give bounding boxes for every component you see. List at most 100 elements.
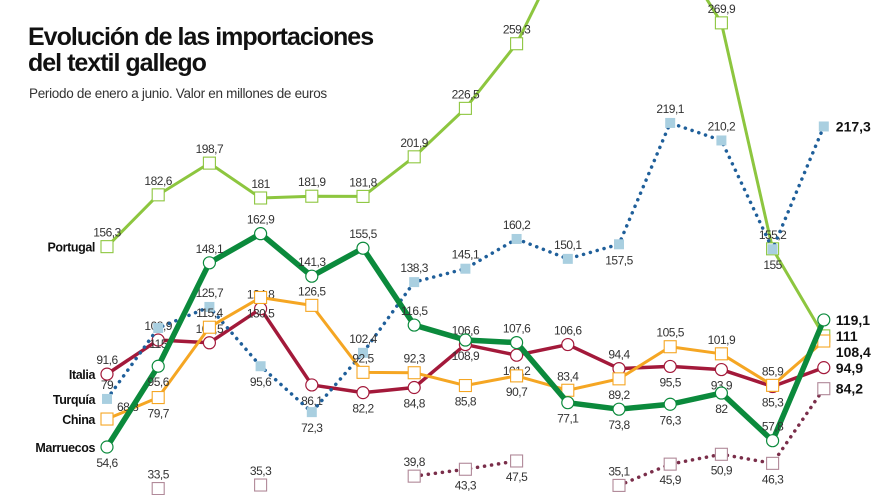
data-point-square (716, 135, 727, 146)
data-point-square (202, 156, 216, 170)
data-point-circle (663, 397, 677, 411)
data-point-square (817, 382, 831, 396)
data-point-circle (100, 440, 114, 454)
data-label: 94,9 (836, 360, 863, 376)
data-point-square (714, 447, 728, 461)
data-point-square (151, 391, 165, 405)
data-label: 181,8 (349, 175, 377, 189)
data-point-square (614, 239, 624, 250)
data-label: 182,6 (144, 174, 172, 188)
data-point-square (153, 323, 164, 334)
series-name-label: Turquía (53, 393, 97, 407)
data-point-square (100, 240, 114, 254)
data-label: 160,2 (503, 218, 531, 232)
data-label: 126,5 (298, 284, 326, 298)
data-point-circle (817, 361, 831, 375)
data-point-square (458, 462, 472, 476)
data-label: 94,4 (608, 348, 630, 362)
series-name-label: Italia (69, 368, 97, 382)
data-label: 33,5 (148, 468, 170, 482)
data-label: 125,7 (196, 286, 224, 300)
data-point-circle (305, 378, 319, 392)
data-label: 76,3 (660, 413, 682, 427)
data-point-square (356, 189, 370, 203)
data-label: 181,9 (298, 175, 326, 189)
data-point-square (766, 456, 780, 470)
data-label: 219,1 (656, 102, 684, 116)
data-point-circle (305, 269, 319, 283)
data-point-square (714, 16, 728, 30)
data-label: 50,9 (711, 463, 733, 477)
data-point-circle (561, 396, 575, 410)
data-point-square (151, 482, 165, 495)
data-label: 157,5 (605, 253, 633, 267)
data-label: 210,2 (708, 119, 736, 133)
data-point-square (255, 361, 266, 372)
data-label: 155,2 (759, 228, 787, 242)
data-point-circle (356, 241, 370, 255)
data-label: 259,3 (503, 23, 531, 37)
chart-title: Evolución de las importaciones del texti… (28, 23, 374, 77)
data-label: 95,6 (250, 375, 272, 389)
data-point-square (510, 454, 524, 468)
data-point-square (407, 469, 421, 483)
series-name-label: Marruecos (35, 441, 95, 455)
data-point-circle (100, 367, 114, 381)
data-label: 198,7 (196, 142, 224, 156)
data-point-square (818, 121, 829, 132)
data-label: 86,1 (301, 394, 323, 408)
data-label: 92,5 (352, 351, 374, 365)
data-point-square (407, 150, 421, 164)
data-label: 106,6 (452, 324, 480, 338)
data-label: 162,9 (247, 213, 275, 227)
data-label: 111 (836, 328, 858, 344)
data-point-circle (612, 402, 626, 416)
data-label: 92,3 (404, 352, 426, 366)
data-label: 148,1 (196, 242, 224, 256)
data-label: 108,4 (836, 344, 871, 360)
series-unnamed: 84,2 33,5 35,3 39,8 43,3 47,5 35,1 45,9 50,9 46,3 (148, 381, 863, 495)
data-label: 119,1 (836, 312, 870, 328)
data-label: 85,8 (455, 395, 477, 409)
data-point-circle (202, 256, 216, 270)
data-label: 106,6 (554, 324, 582, 338)
data-point-square (306, 407, 317, 418)
data-point-circle (151, 359, 165, 373)
data-label: 43,3 (455, 478, 477, 492)
data-point-square (458, 378, 472, 393)
data-label: 82 (715, 402, 728, 416)
data-point-square (407, 366, 421, 380)
data-label: 217,3 (836, 118, 871, 134)
data-label: 85,3 (762, 396, 784, 410)
data-label: 269,9 (708, 2, 736, 16)
series-turquia: 217,3 Turquía 79 115 125,7 95,6 72,3 102,4 138,3… (53, 102, 871, 435)
data-point-square (358, 347, 368, 358)
data-label: 201,9 (400, 136, 428, 150)
data-label: 89,2 (608, 388, 630, 402)
data-point-square (562, 253, 573, 264)
data-label: 155,5 (349, 227, 377, 241)
data-label: 82,2 (352, 402, 374, 416)
data-point-square (460, 263, 471, 274)
data-label: 77,1 (557, 412, 579, 426)
data-label: 39,8 (404, 455, 426, 469)
data-label: 57,8 (762, 420, 784, 434)
series-name-label: Portugal (48, 241, 96, 255)
series-name-label: China (62, 413, 96, 427)
data-point-circle (202, 336, 216, 350)
chart-subtitle: Periodo de enero a junio. Valor en millo… (29, 86, 327, 101)
data-label: 84,8 (404, 397, 426, 411)
data-label: 156,3 (93, 226, 121, 240)
data-point-circle (407, 318, 421, 332)
data-label: 101,9 (708, 333, 736, 347)
data-point-square (151, 188, 165, 202)
data-label: 150,1 (554, 238, 582, 252)
data-label: 35,1 (608, 464, 630, 478)
data-label: 35,3 (250, 464, 272, 478)
data-label: 95,6 (148, 375, 170, 389)
data-label: 115,4 (196, 306, 223, 320)
data-point-square (663, 340, 677, 354)
data-point-square (511, 233, 522, 244)
data-point-circle (561, 337, 575, 352)
data-point-square (766, 378, 780, 392)
